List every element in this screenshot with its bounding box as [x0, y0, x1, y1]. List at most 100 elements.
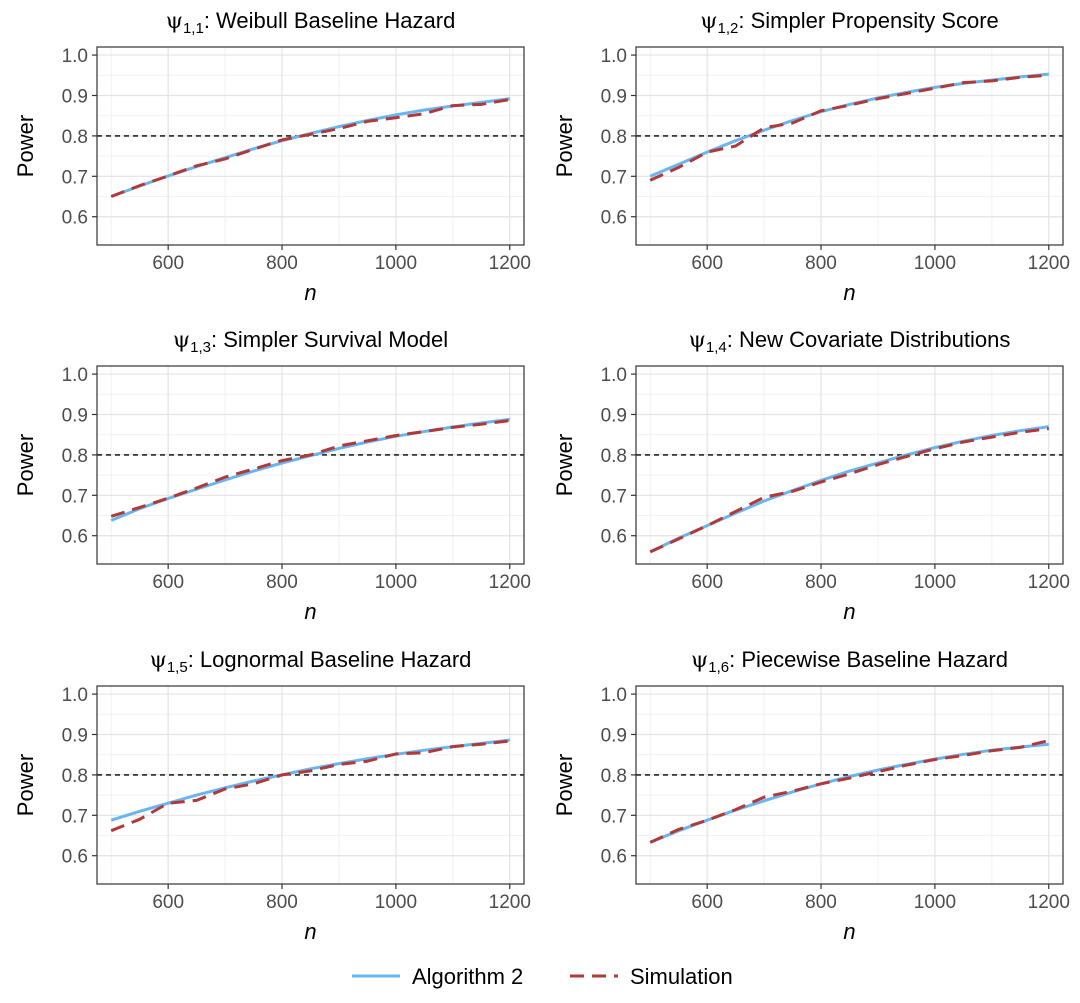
- y-tick-label: 0.9: [601, 86, 627, 107]
- legend-label-algorithm-2: Algorithm 2: [412, 964, 523, 989]
- y-tick-label: 1.0: [62, 46, 88, 67]
- title-text: : New Covariate Distributions: [727, 327, 1011, 352]
- series-line-algorithm-2: [649, 72, 1049, 178]
- y-tick-label: 1.0: [601, 365, 627, 386]
- title-text: : Simpler Survival Model: [211, 327, 448, 352]
- title-text: : Lognormal Baseline Hazard: [188, 647, 472, 672]
- y-tick-label: 0.8: [62, 127, 88, 148]
- x-axis-label: n: [843, 919, 855, 944]
- y-tick-label: 0.6: [62, 527, 88, 548]
- y-tick-label: 0.6: [601, 847, 627, 868]
- title-text: : Weibull Baseline Hazard: [204, 8, 456, 33]
- y-axis-label: Power: [13, 434, 38, 496]
- y-tick-label: 1.0: [62, 685, 88, 706]
- y-tick-label: 0.7: [62, 806, 88, 827]
- x-axis-label: n: [304, 919, 316, 944]
- title-symbol: ψ: [150, 648, 167, 673]
- x-tick-label: 800: [805, 572, 837, 593]
- y-tick-label: 1.0: [62, 365, 88, 386]
- panel-title: ψ1,4: New Covariate Distributions: [689, 327, 1011, 356]
- y-tick-label: 0.6: [62, 847, 88, 868]
- x-tick-label: 800: [266, 253, 298, 274]
- panel-4: 600 800 1000 1200 0.6 0.7 0.8 0.9 1.0 n Power ψ1,4:…: [552, 327, 1070, 624]
- y-tick-label: 0.9: [601, 725, 627, 746]
- x-tick-label: 1000: [375, 892, 417, 913]
- panel-border: [96, 46, 525, 246]
- y-axis-label: Power: [552, 115, 577, 177]
- y-tick-label: 0.9: [62, 405, 88, 426]
- title-subscript: 1,1: [183, 20, 204, 37]
- panel-border: [635, 46, 1064, 246]
- x-axis-label: n: [304, 280, 316, 305]
- series-line-algorithm-2: [649, 425, 1050, 554]
- panel-6: 600 800 1000 1200 0.6 0.7 0.8 0.9 1.0 n Power ψ1,6:…: [552, 647, 1070, 944]
- series-line-simulation: [110, 739, 510, 833]
- x-axis-label: n: [304, 599, 316, 624]
- y-tick-label: 1.0: [601, 685, 627, 706]
- x-tick-label: 1200: [1028, 253, 1070, 274]
- x-tick-label: 1200: [1028, 892, 1070, 913]
- series-line-simulation: [649, 73, 1049, 182]
- title-text: : Simpler Propensity Score: [738, 8, 998, 33]
- y-axis-label: Power: [552, 434, 577, 496]
- y-axis-label: Power: [13, 754, 38, 816]
- legend: Algorithm 2 Simulation: [352, 964, 733, 989]
- y-tick-label: 0.7: [601, 167, 627, 188]
- x-tick-label: 600: [152, 572, 184, 593]
- x-tick-label: 600: [152, 892, 184, 913]
- legend-label-simulation: Simulation: [630, 964, 733, 989]
- y-tick-label: 1.0: [601, 46, 627, 67]
- panel-3: 600 800 1000 1200 0.6 0.7 0.8 0.9 1.0 n Power ψ1,3:…: [13, 327, 531, 624]
- x-tick-label: 800: [805, 892, 837, 913]
- panel-title: ψ1,3: Simpler Survival Model: [173, 327, 448, 356]
- x-tick-label: 1000: [375, 572, 417, 593]
- panel-border: [635, 365, 1064, 565]
- x-tick-label: 1200: [489, 892, 531, 913]
- panel-5: 600 800 1000 1200 0.6 0.7 0.8 0.9 1.0 n Power ψ1,5:…: [13, 647, 531, 944]
- x-tick-label: 1000: [914, 572, 956, 593]
- y-tick-label: 0.7: [601, 486, 627, 507]
- panel-2: 600 800 1000 1200 0.6 0.7 0.8 0.9 1.0 n Power ψ1,2:…: [552, 8, 1070, 305]
- x-tick-label: 800: [805, 253, 837, 274]
- panel-title: ψ1,1: Weibull Baseline Hazard: [166, 8, 456, 37]
- x-tick-label: 600: [691, 572, 723, 593]
- title-symbol: ψ: [173, 328, 190, 353]
- y-tick-label: 0.7: [62, 486, 88, 507]
- panel-border: [96, 365, 525, 565]
- panel-title: ψ1,2: Simpler Propensity Score: [700, 8, 999, 37]
- x-tick-label: 600: [691, 253, 723, 274]
- y-tick-label: 0.8: [601, 446, 627, 467]
- x-tick-label: 600: [152, 253, 184, 274]
- title-subscript: 1,3: [190, 339, 211, 356]
- x-axis-label: n: [843, 280, 855, 305]
- series-line-simulation: [649, 739, 1050, 844]
- x-tick-label: 1000: [375, 253, 417, 274]
- x-tick-label: 1200: [489, 253, 531, 274]
- title-subscript: 1,2: [717, 20, 738, 37]
- x-tick-label: 1000: [914, 253, 956, 274]
- x-tick-label: 1000: [914, 892, 956, 913]
- x-tick-label: 600: [691, 892, 723, 913]
- x-tick-label: 800: [266, 572, 298, 593]
- title-symbol: ψ: [691, 648, 708, 673]
- y-tick-label: 0.8: [601, 766, 627, 787]
- series-line-simulation: [649, 427, 1049, 554]
- y-tick-label: 0.7: [62, 167, 88, 188]
- panel-title: ψ1,5: Lognormal Baseline Hazard: [150, 647, 472, 676]
- title-symbol: ψ: [689, 328, 706, 353]
- title-subscript: 1,5: [167, 659, 188, 676]
- series-line-simulation: [110, 419, 510, 518]
- title-symbol: ψ: [700, 9, 717, 34]
- series-line-simulation: [110, 98, 511, 198]
- y-axis-label: Power: [13, 115, 38, 177]
- x-tick-label: 800: [266, 892, 298, 913]
- panel-1: 600 800 1000 1200 0.6 0.7 0.8 0.9 1.0 n Power ψ1,1:…: [13, 8, 531, 305]
- panel-title: ψ1,6: Piecewise Baseline Hazard: [691, 647, 1008, 676]
- x-axis-label: n: [843, 599, 855, 624]
- y-tick-label: 0.9: [62, 725, 88, 746]
- title-subscript: 1,6: [708, 659, 729, 676]
- title-subscript: 1,4: [706, 339, 727, 356]
- y-tick-label: 0.6: [601, 208, 627, 229]
- y-tick-label: 0.6: [62, 208, 88, 229]
- y-tick-label: 0.7: [601, 806, 627, 827]
